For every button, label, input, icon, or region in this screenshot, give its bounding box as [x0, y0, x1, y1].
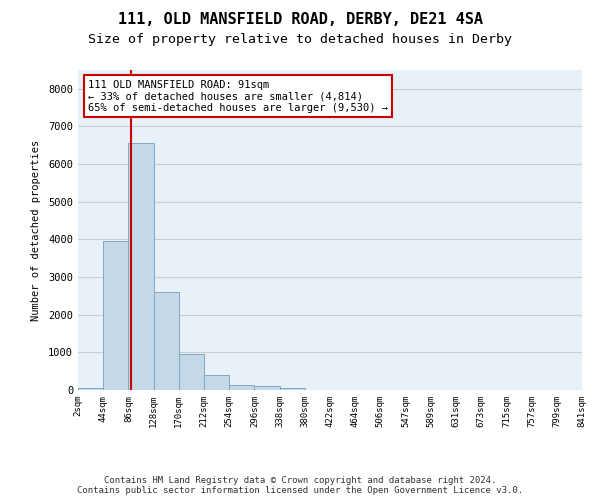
- Bar: [103, 242, 128, 390]
- Text: 111 OLD MANSFIELD ROAD: 91sqm
← 33% of detached houses are smaller (4,814)
65% o: 111 OLD MANSFIELD ROAD: 91sqm ← 33% of d…: [88, 80, 388, 113]
- Bar: [154, 292, 179, 390]
- Bar: [78, 388, 103, 390]
- Bar: [254, 386, 280, 390]
- Bar: [179, 354, 204, 390]
- Text: 111, OLD MANSFIELD ROAD, DERBY, DE21 4SA: 111, OLD MANSFIELD ROAD, DERBY, DE21 4SA: [118, 12, 482, 28]
- Text: Size of property relative to detached houses in Derby: Size of property relative to detached ho…: [88, 32, 512, 46]
- Bar: [229, 385, 254, 390]
- Bar: [204, 375, 229, 390]
- Bar: [280, 388, 305, 390]
- Text: Contains HM Land Registry data © Crown copyright and database right 2024.
Contai: Contains HM Land Registry data © Crown c…: [77, 476, 523, 495]
- Y-axis label: Number of detached properties: Number of detached properties: [31, 140, 41, 320]
- Bar: [128, 144, 154, 390]
